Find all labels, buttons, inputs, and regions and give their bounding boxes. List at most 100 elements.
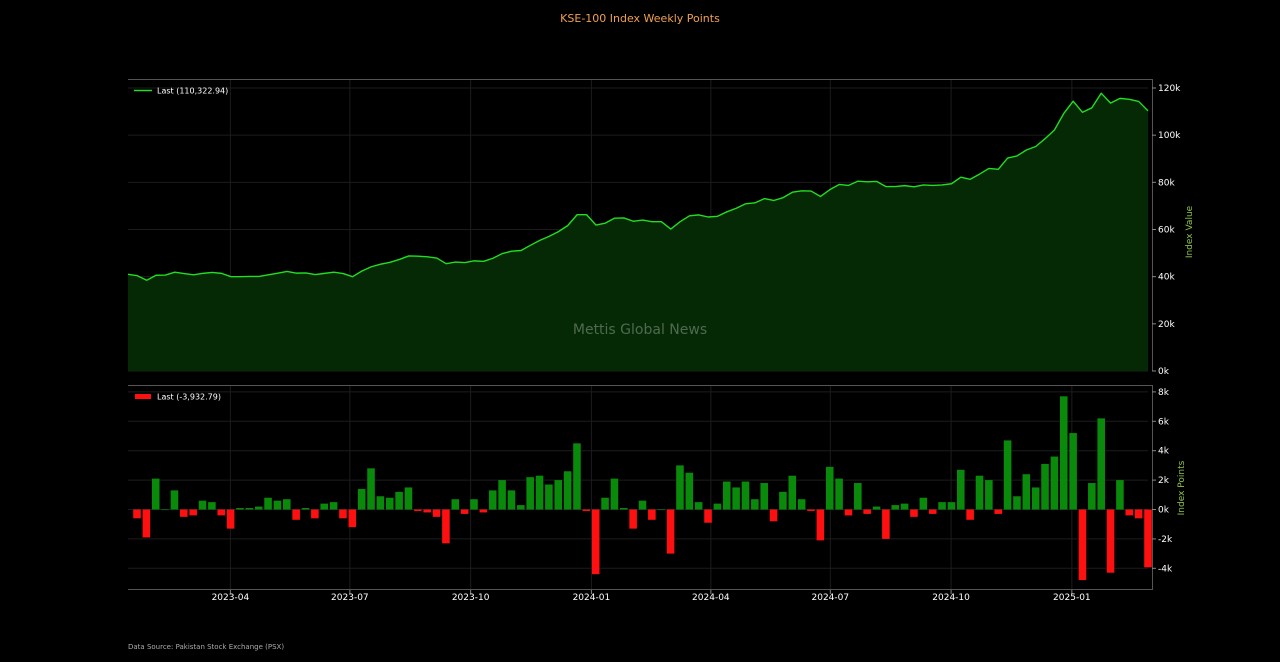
chart-title: KSE-100 Index Weekly Points	[560, 12, 720, 25]
gain-bar	[975, 475, 984, 510]
loss-bar	[704, 509, 712, 523]
x-tick-label: 2023-10	[452, 593, 490, 603]
loss-bar	[339, 509, 347, 519]
gain-bar	[367, 468, 375, 510]
gain-bar	[900, 503, 909, 510]
gain-bar	[236, 508, 244, 510]
weekly-change-bars	[133, 396, 1152, 581]
gain-bar	[694, 502, 703, 510]
gain-bar	[273, 500, 282, 510]
gain-bar	[919, 497, 928, 510]
gain-bar	[301, 508, 310, 510]
gain-bar	[151, 478, 160, 510]
gain-bar	[657, 509, 665, 511]
loss-bar	[479, 509, 488, 513]
bottom-y-tick-label: 6k	[1158, 417, 1170, 427]
gain-bar	[404, 487, 413, 510]
x-tick-label: 2024-04	[692, 593, 730, 603]
loss-bar	[816, 509, 825, 541]
index-points-panel: -4k -2k 0k 2k 4k 6k 8k Index Points Last (-3,9…	[128, 385, 1187, 603]
gain-bar	[957, 469, 965, 510]
top-legend-text: Last (110,322.94)	[157, 87, 228, 96]
loss-bar	[1106, 509, 1115, 573]
gain-bar	[507, 490, 516, 510]
data-source-note: Data Source: Pakistan Stock Exchange (PS…	[128, 643, 284, 651]
loss-bar	[423, 509, 431, 513]
top-y-axis: 0k 20k 40k 60k 80k 100k 120k	[1152, 80, 1181, 377]
gain-bar	[245, 508, 254, 510]
index-line	[127, 92, 1149, 281]
loss-bar	[582, 509, 591, 511]
gain-bar	[545, 484, 553, 510]
loss-bar	[180, 509, 188, 517]
gain-bar	[554, 480, 563, 510]
x-tick-label: 2024-01	[573, 593, 611, 603]
loss-bar	[142, 509, 151, 538]
watermark: Mettis Global News	[573, 322, 707, 338]
gain-bar	[329, 502, 338, 510]
gain-bar	[1097, 418, 1105, 510]
loss-bar	[648, 509, 656, 520]
gain-bar	[526, 477, 534, 510]
bottom-grid	[128, 386, 1148, 589]
gain-bar	[1031, 487, 1040, 510]
gain-bar	[170, 490, 179, 510]
loss-bar	[769, 509, 778, 522]
top-y-tick-label: 120k	[1158, 84, 1181, 94]
loss-bar	[189, 509, 197, 516]
loss-bar	[882, 509, 890, 539]
gain-bar	[741, 481, 750, 510]
gain-bar	[713, 503, 722, 510]
gain-bar	[947, 502, 956, 510]
loss-bar	[133, 509, 141, 519]
gain-bar	[451, 499, 460, 510]
index-value-panel: Mettis Global News 0k 20k 40k 60k 80k 100k 120…	[127, 79, 1195, 377]
gain-bar	[1088, 483, 1096, 510]
gain-bar	[254, 506, 263, 510]
loss-bar	[1125, 509, 1134, 516]
top-y-tick-label: 0k	[1158, 367, 1170, 377]
gain-bar	[835, 478, 843, 510]
loss-bar	[292, 509, 300, 520]
gain-bar	[208, 502, 216, 510]
x-axis: 2023-04 2023-07 2023-10 2024-01 2024-04 2024-…	[212, 590, 1091, 603]
bottom-legend-swatch	[135, 394, 151, 399]
gain-bar	[985, 480, 993, 510]
x-tick-label: 2025-01	[1053, 593, 1091, 603]
x-tick-label: 2024-07	[812, 593, 850, 603]
loss-bar	[966, 509, 974, 520]
loss-bar	[348, 509, 357, 528]
gain-bar	[1013, 496, 1021, 510]
gain-bar	[517, 505, 525, 510]
loss-bar	[460, 509, 469, 514]
gain-bar	[825, 466, 834, 510]
loss-bar	[311, 509, 319, 519]
gain-bar	[732, 487, 740, 510]
loss-bar	[226, 509, 235, 529]
gain-bar	[1022, 474, 1031, 510]
bottom-y-tick-label: 2k	[1158, 476, 1170, 486]
gain-bar	[357, 488, 366, 510]
loss-bar	[1144, 509, 1152, 568]
top-y-axis-label: Index Value	[1185, 205, 1195, 258]
gain-bar	[938, 502, 946, 510]
loss-bar	[807, 509, 815, 511]
index-area-fill	[128, 93, 1148, 371]
gain-bar	[601, 497, 609, 510]
gain-bar	[395, 491, 403, 510]
gain-bar	[264, 497, 272, 510]
top-y-tick-label: 60k	[1158, 226, 1175, 236]
loss-bar	[217, 509, 226, 516]
bottom-y-axis-label: Index Points	[1177, 460, 1187, 515]
gain-bar	[488, 490, 497, 510]
gain-bar	[283, 499, 291, 510]
gain-bar	[385, 497, 394, 510]
loss-bar	[844, 509, 853, 516]
gain-bar	[376, 496, 385, 510]
gain-bar	[779, 491, 787, 510]
gain-bar	[161, 509, 169, 511]
gain-bar	[797, 499, 806, 510]
gain-bar	[872, 506, 881, 510]
gain-bar	[498, 480, 506, 510]
